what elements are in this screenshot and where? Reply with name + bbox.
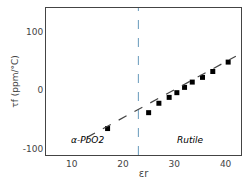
svg-text:εr: εr (139, 168, 149, 179)
svg-text:Rutile: Rutile (177, 135, 203, 145)
svg-text:α-PbO2: α-PbO2 (71, 135, 104, 145)
svg-text:20: 20 (117, 159, 129, 169)
svg-text:0: 0 (37, 85, 43, 95)
svg-text:40: 40 (220, 159, 232, 169)
svg-text:10: 10 (66, 159, 78, 169)
svg-text:τf (ppm/°C): τf (ppm/°C) (10, 55, 20, 107)
svg-text:100: 100 (26, 27, 43, 37)
svg-text:30: 30 (169, 159, 181, 169)
svg-text:-100: -100 (23, 144, 44, 154)
